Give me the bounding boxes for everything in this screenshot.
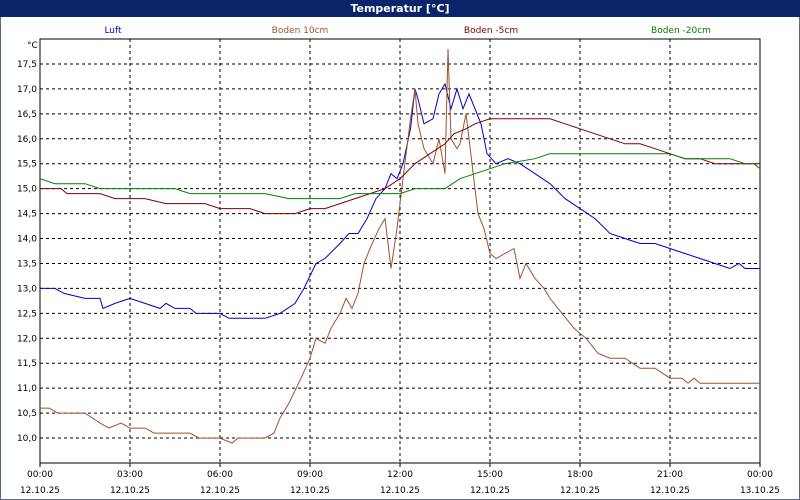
- legend-label: Boden 10cm: [272, 26, 329, 36]
- x-tick-date: 12.10.25: [470, 486, 510, 496]
- grid: [40, 39, 760, 463]
- y-tick-label: 11,0: [17, 384, 37, 394]
- y-tick-label: 13,0: [17, 284, 37, 294]
- x-tick-time: 18:00: [567, 470, 593, 480]
- y-tick-label: 14,5: [17, 210, 37, 220]
- x-tick-date: 12.10.25: [110, 486, 150, 496]
- x-tick-date: 12.10.25: [650, 486, 690, 496]
- x-tick-time: 00:00: [747, 470, 773, 480]
- x-tick-date: 12.10.25: [290, 486, 330, 496]
- y-axis-unit: °C: [27, 41, 38, 51]
- legend-label: Luft: [104, 26, 122, 36]
- x-tick-time: 15:00: [477, 470, 503, 480]
- series-line-3: [39, 153, 761, 200]
- x-tick-date: 12.10.25: [380, 486, 420, 496]
- x-tick-time: 00:00: [27, 470, 53, 480]
- x-axis: 00:00 12.10.25 03:00 12.10.25 06:00 12.10.25 0…: [20, 463, 780, 496]
- y-tick-label: 12,0: [17, 334, 37, 344]
- x-tick-date: 13.10.25: [740, 486, 780, 496]
- x-tick-date: 12.10.25: [560, 486, 600, 496]
- y-tick-label: 10,5: [17, 409, 37, 419]
- series-line-1: [40, 48, 760, 444]
- x-tick-time: 21:00: [657, 470, 683, 480]
- series-lines: [39, 48, 761, 444]
- x-tick-time: 09:00: [297, 470, 323, 480]
- y-tick-label: 12,5: [17, 309, 37, 319]
- y-tick-label: 17,0: [17, 85, 37, 95]
- y-tick-label: 15,5: [17, 160, 37, 170]
- y-tick-label: 17,5: [17, 60, 37, 70]
- legend: Luft Boden 10cm Boden -5cm Boden -20cm: [104, 26, 711, 36]
- x-tick-time: 03:00: [117, 470, 143, 480]
- y-axis: 10,0 10,5 11,0 11,5 12,0 12,5 13,0 13,5 14,0 14,5…: [17, 60, 37, 444]
- series-line-2: [40, 118, 760, 215]
- y-tick-label: 16,0: [17, 135, 37, 145]
- y-tick-label: 16,5: [17, 110, 37, 120]
- x-tick-date: 12.10.25: [200, 486, 240, 496]
- x-tick-time: 06:00: [207, 470, 233, 480]
- x-tick-date: 12.10.25: [20, 486, 60, 496]
- y-tick-label: 13,5: [17, 259, 37, 269]
- y-tick-label: 10,0: [17, 434, 37, 444]
- legend-label: Boden -5cm: [464, 26, 518, 36]
- chart-title: Temperatur [°C]: [0, 0, 800, 17]
- legend-label: Boden -20cm: [651, 26, 711, 36]
- y-tick-label: 11,5: [17, 359, 37, 369]
- series-line-0: [40, 82, 760, 319]
- x-tick-time: 12:00: [387, 470, 413, 480]
- y-tick-label: 14,0: [17, 235, 37, 245]
- y-tick-label: 15,0: [17, 185, 37, 195]
